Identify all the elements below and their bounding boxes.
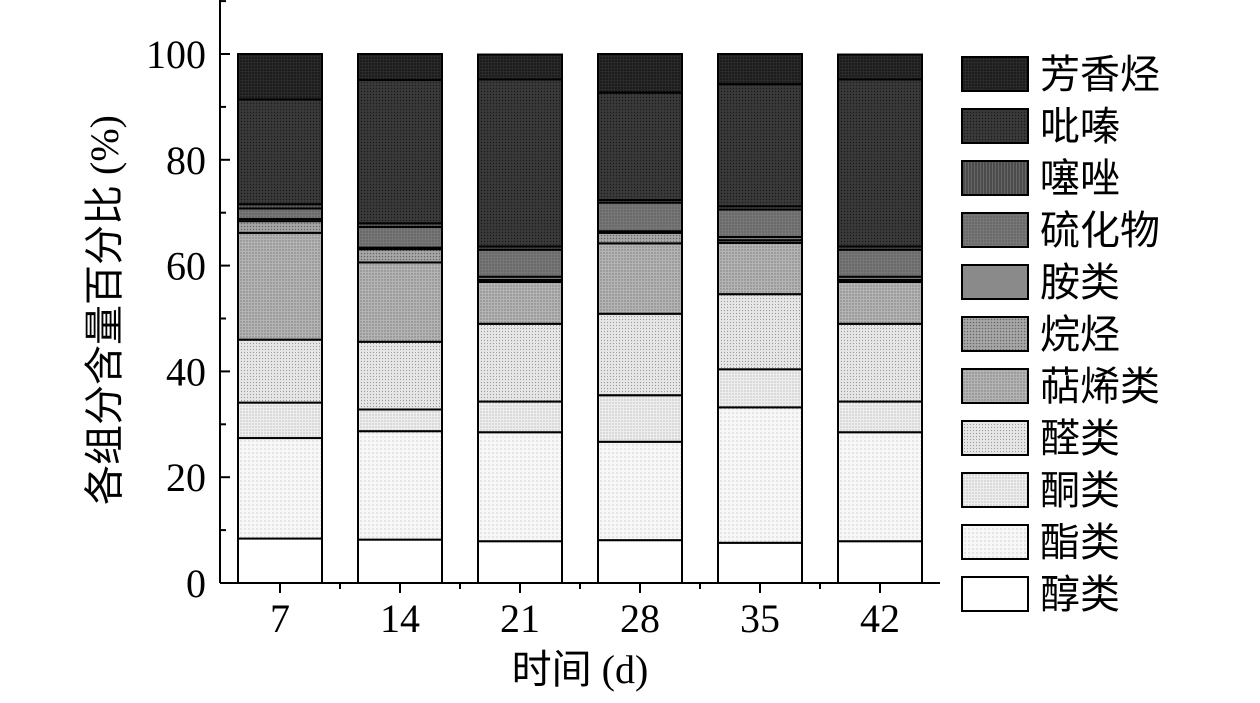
bar-segment — [717, 368, 803, 409]
x-tick-label: 14 — [380, 596, 420, 641]
y-tick-label: 60 — [166, 244, 206, 289]
bar-segment — [837, 540, 923, 584]
legend-label: 萜烯类 — [1040, 364, 1160, 409]
y-tick-label: 0 — [186, 561, 206, 606]
bar-segment — [357, 248, 443, 264]
y-axis-title: 各组分含量百分比 (%) — [82, 115, 127, 505]
bar-segment — [237, 53, 323, 101]
bar-segment — [477, 431, 563, 543]
bar-segment — [717, 293, 803, 371]
legend-swatch — [961, 368, 1029, 404]
bar-segment — [477, 53, 563, 81]
bar-segment — [717, 406, 803, 544]
x-axis-title: 时间 (d) — [512, 647, 649, 692]
bar-segment — [357, 225, 443, 249]
legend-swatch — [961, 56, 1029, 92]
bar-segment — [477, 280, 563, 325]
bar-segment — [717, 241, 803, 296]
bar-segment — [477, 540, 563, 584]
legend-label: 硫化物 — [1040, 208, 1160, 253]
bar-segment — [837, 280, 923, 325]
legend-label: 烷烃 — [1040, 312, 1120, 357]
x-tick-label: 28 — [620, 596, 660, 641]
bar-segment — [597, 53, 683, 94]
legend-swatch — [961, 524, 1029, 560]
legend-label: 吡嗪 — [1040, 104, 1120, 149]
bar-segment — [597, 539, 683, 584]
legend-swatch — [961, 316, 1029, 352]
x-tick-label: 21 — [500, 596, 540, 641]
legend-label: 醛类 — [1040, 416, 1120, 461]
bar-segment — [477, 322, 563, 403]
legend-swatch — [961, 420, 1029, 456]
bar-segment — [597, 440, 683, 542]
bar-segment — [597, 242, 683, 315]
bar-segment — [597, 231, 683, 245]
x-tick-label: 42 — [860, 596, 900, 641]
bar-segment — [477, 248, 563, 278]
bar-segment — [717, 208, 803, 239]
bar-segment — [597, 201, 683, 233]
legend-swatch — [961, 212, 1029, 248]
bar-segment — [837, 78, 923, 248]
legend-swatch — [961, 108, 1029, 144]
bar-segment — [237, 537, 323, 585]
bar-segment — [357, 430, 443, 541]
bar-segment — [357, 53, 443, 81]
bar-segment — [717, 83, 803, 208]
bar-segment — [237, 231, 323, 341]
bar-segment — [357, 538, 443, 585]
bar-segment — [357, 340, 443, 411]
y-tick-label: 80 — [166, 138, 206, 183]
legend-label: 胺类 — [1040, 260, 1120, 305]
bar-segment — [237, 401, 323, 440]
bar-segment — [237, 220, 323, 234]
bar-segment — [837, 431, 923, 543]
legend-label: 酮类 — [1040, 468, 1120, 513]
legend-label: 芳香烃 — [1040, 52, 1160, 97]
bar-segment — [237, 338, 323, 404]
legend-label: 噻唑 — [1040, 156, 1120, 201]
legend-swatch — [961, 472, 1029, 508]
y-tick-label: 100 — [146, 32, 206, 77]
bar-segment — [237, 437, 323, 540]
bar-segment — [837, 400, 923, 434]
bar-segment — [357, 78, 443, 225]
bar-segment — [477, 400, 563, 434]
bar-segment — [837, 53, 923, 81]
x-tick-label: 7 — [270, 596, 290, 641]
legend-swatch — [961, 264, 1029, 300]
bar-segment — [237, 98, 323, 206]
bar-segment — [597, 312, 683, 397]
bar-segment — [717, 541, 803, 585]
bar-segment — [837, 248, 923, 278]
legend-swatch — [961, 576, 1029, 612]
bar-segment — [477, 78, 563, 248]
legend-label: 醇类 — [1040, 572, 1120, 617]
bar-segment — [717, 53, 803, 86]
legend-swatch — [961, 160, 1029, 196]
y-tick-label: 20 — [166, 455, 206, 500]
y-tick-label: 40 — [166, 349, 206, 394]
bar-segment — [597, 394, 683, 443]
legend-label: 酯类 — [1040, 520, 1120, 565]
x-tick-label: 35 — [740, 596, 780, 641]
bar-segment — [597, 91, 683, 202]
bar-segment — [837, 322, 923, 403]
bar-segment — [237, 207, 323, 221]
bar-segment — [357, 408, 443, 433]
bar-segment — [357, 261, 443, 343]
